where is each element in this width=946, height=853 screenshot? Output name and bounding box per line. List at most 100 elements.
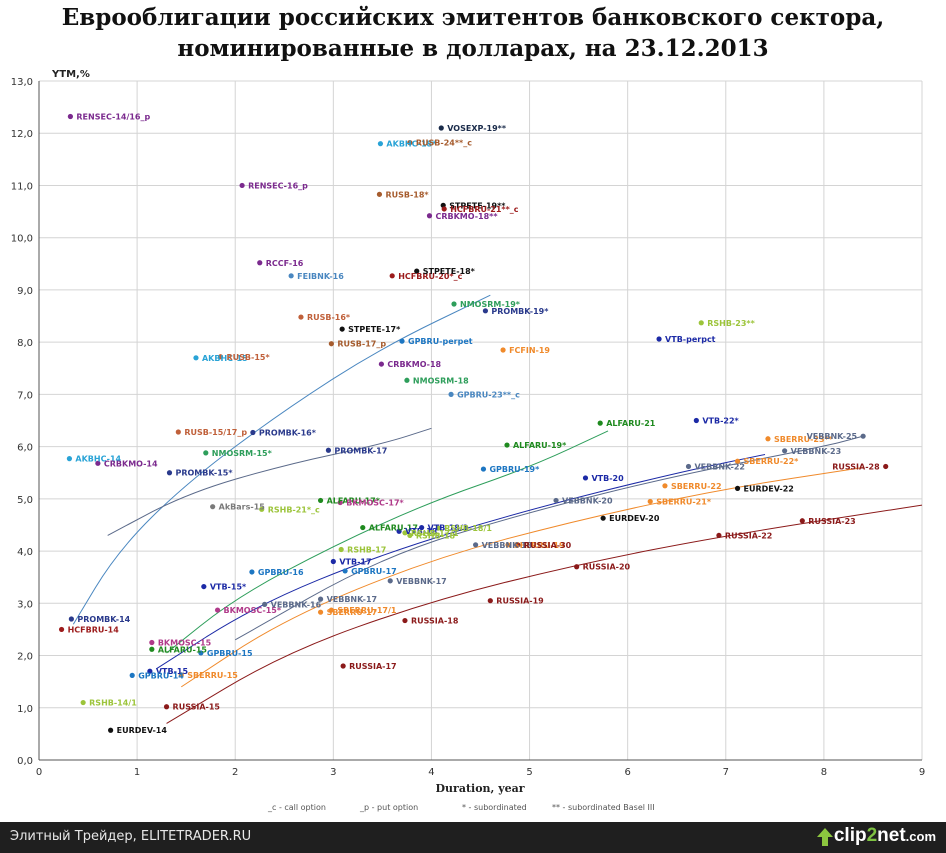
data-point [656,336,662,342]
data-point [435,525,441,531]
data-point [217,354,224,360]
point-label: RSHB-21*_c [268,505,320,514]
point-label: SBERRU-23** [774,435,834,444]
point-label: VTB-15* [210,583,247,592]
point-label: PROMBK-14 [77,615,130,624]
chart-title-line2: номинированные в долларах, на 23.12.2013 [177,35,769,62]
data-point [782,448,788,454]
y-tick-label: 1,0 [17,704,33,715]
data-point [67,113,73,120]
point-label: VEBBNK-17 [327,595,378,604]
y-tick-label: 7,0 [17,390,33,401]
point-label: GPBRU-23**_c [457,390,520,399]
y-tick-label: 10,0 [11,234,33,245]
data-point [407,140,413,146]
data-point [716,532,722,539]
point-label: SBERRU-22 [671,482,722,491]
data-point [68,616,74,622]
data-point [288,273,294,279]
data-point [377,141,384,147]
data-point [419,524,425,531]
data-point [883,463,889,470]
data-point [239,182,245,189]
data-point [360,524,366,531]
point-label: RCCF-16 [266,259,304,268]
point-label: RUSSIA-17 [349,662,396,671]
point-label: ALFARU-21 [606,419,656,428]
data-point [95,460,101,466]
point-label: RUSSIA-18 [411,617,459,626]
point-label: GPBRU-perpet [408,337,473,346]
point-label: BKMOSC-15* [224,606,282,615]
data-point [214,607,221,613]
trendline [234,435,864,641]
point-label: PROMBK-19* [491,307,549,316]
data-point [574,564,580,570]
point-label: GPBRU-15 [207,649,253,658]
data-point [389,273,395,279]
data-point [210,504,216,510]
y-tick-label: 13,0 [11,77,33,88]
data-point [582,475,589,481]
data-point [175,429,181,435]
point-label: VTB-22* [702,417,739,426]
point-labels: RENSEC-14/16_p RENSEC-16_p VOSEXP-19** AKBH… [68,113,881,736]
point-label: RUSB-17_p [337,340,386,349]
x-tick-label: 4 [428,767,434,778]
chart-title: Еврооблигации российских эмитентов банко… [0,2,946,64]
data-point [203,450,209,456]
data-point [250,429,256,436]
point-label: EURDEV-20 [609,514,660,523]
x-tick-label: 6 [624,767,630,778]
point-label: SBERRU-17 [327,608,378,617]
chart-title-line1: Еврооблигации российских эмитентов банко… [61,4,885,31]
point-label: VTB-perpct [665,335,716,344]
trendline [156,453,766,670]
y-tick-label: 12,0 [11,129,33,140]
data-point [149,639,155,646]
data-point [317,497,324,504]
point-label: HCFBRU-21**_c [450,205,519,214]
point-label: ALFARU-19* [513,441,567,450]
point-label: AKBHC-14 [75,455,121,464]
logo-part-num: 2 [866,825,878,846]
data-point [799,518,805,524]
point-label: SBERRU-17/1 [337,606,397,615]
trendline [180,467,864,688]
data-point [404,377,410,383]
point-label: RUSSIA-22 [725,531,772,540]
x-tick-label: 9 [919,767,925,778]
point-label: RUSSIA-20 [583,563,631,572]
data-point [734,458,741,464]
data-point [860,433,866,439]
point-label: SBERRU-22* [744,457,800,466]
point-label: VEBBNK-17 [396,577,447,586]
point-label: HCFBRU-20*_c [398,272,462,281]
point-label: PROMBK-17 [334,446,387,455]
data-point [66,456,73,462]
data-point [553,497,559,504]
point-label: RUSB-15* [227,353,271,362]
data-point [339,326,345,332]
data-point [198,650,204,656]
y-tick-label: 11,0 [11,181,33,192]
data-point [259,506,265,512]
data-point [662,483,668,489]
legend-notes: _c - call option _p - put option * - subor… [267,803,655,812]
data-point [734,485,741,491]
data-point [698,320,704,326]
point-label: ALFARU-17* [327,496,381,505]
point-label: RSHB-23** [707,319,755,328]
point-label: VTB-20 [591,474,624,483]
point-label: STPETE-18* [423,267,476,276]
data-point [600,515,606,521]
point-label: AKBHC-18* [386,140,437,149]
chart-area: 0,01,02,03,04,05,06,07,08,09,010,011,012… [11,69,925,812]
data-point [325,447,332,453]
x-tick-label: 7 [723,767,729,778]
point-label: RUSB-18* [385,190,429,199]
data-point [500,347,506,353]
footer-bar: Элитный Трейдер, ELITETRADER.RU clip2net… [0,822,946,853]
point-label: RUSSIA-19 [496,597,544,606]
point-label: GPBRU-17 [351,567,397,576]
